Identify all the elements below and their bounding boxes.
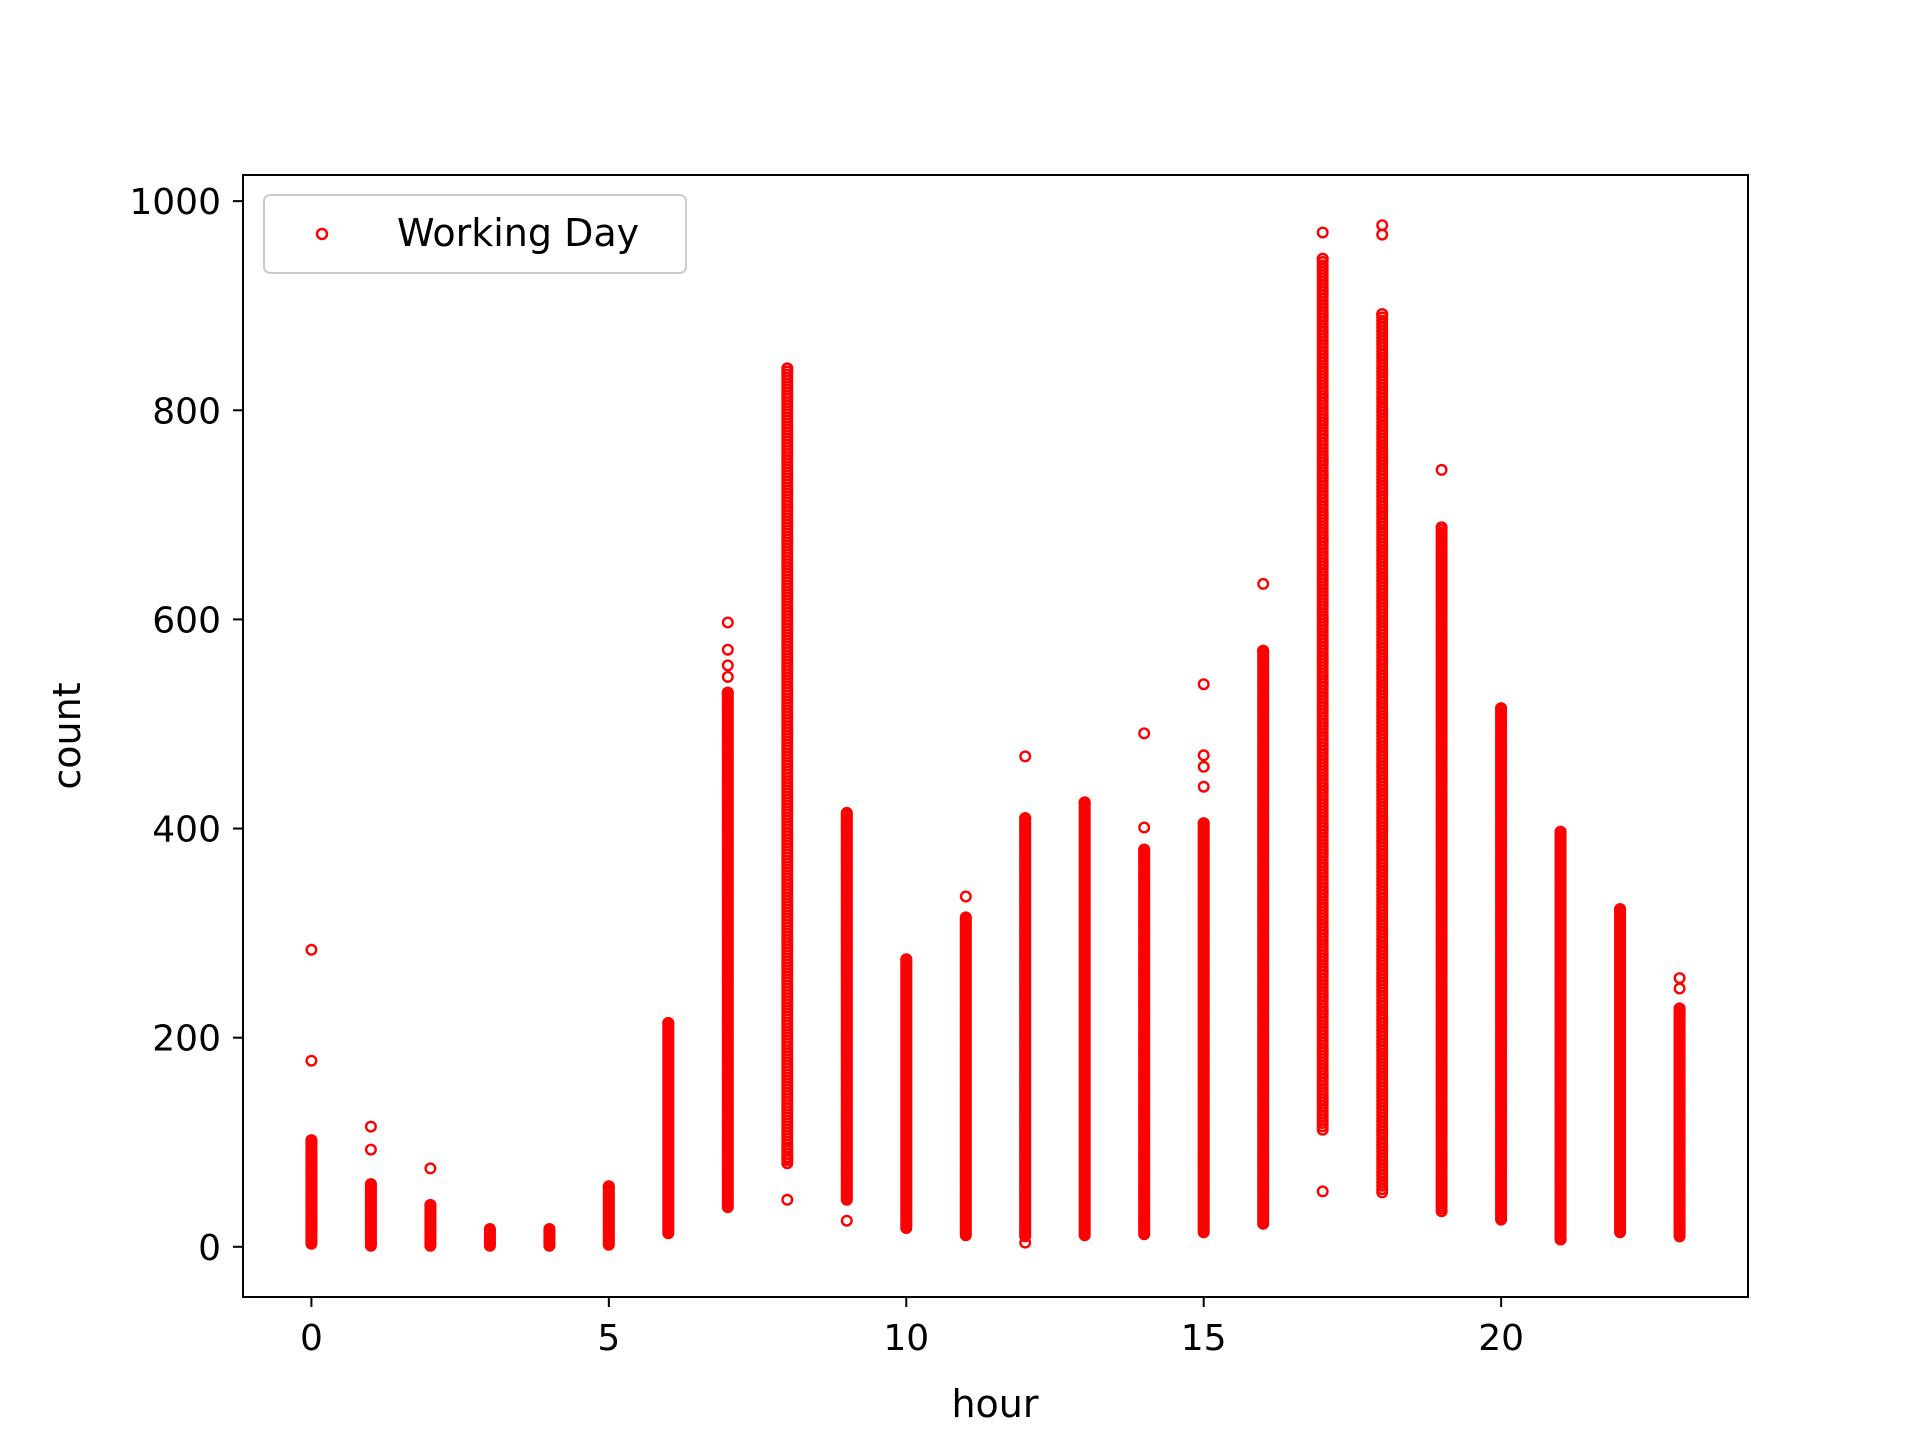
data-point [721, 616, 734, 629]
data-point [1257, 644, 1270, 657]
data-point [305, 943, 318, 956]
legend: Working Day [263, 194, 687, 274]
data-point [1197, 678, 1210, 691]
data-point [364, 1143, 377, 1156]
data-point [305, 1054, 318, 1067]
data-point [1316, 226, 1329, 239]
data-point [1197, 749, 1210, 762]
data-point [1019, 750, 1032, 763]
y-tick-label: 600 [152, 600, 221, 641]
data-point [602, 1180, 615, 1193]
data-point [840, 1214, 853, 1227]
data-point [1376, 308, 1389, 321]
data-point [1138, 843, 1151, 856]
data-point [840, 806, 853, 819]
data-point [662, 1017, 675, 1030]
x-tick-label: 20 [1478, 1318, 1524, 1359]
legend-label: Working Day [397, 211, 639, 255]
data-point [1197, 780, 1210, 793]
x-axis: 0 5 10 15 20 [300, 1297, 1524, 1359]
x-tick-label: 15 [1181, 1318, 1227, 1359]
data-point [721, 686, 734, 699]
y-tick-label: 800 [152, 391, 221, 432]
data-point [1078, 796, 1091, 809]
data-point [1316, 1185, 1329, 1198]
data-point [1376, 228, 1389, 241]
data-point [364, 1120, 377, 1133]
y-axis-label: count [45, 682, 89, 789]
y-tick-label: 1000 [129, 182, 221, 223]
plot-area-frame [242, 174, 1749, 1298]
data-point [364, 1178, 377, 1191]
x-axis-label: hour [951, 1382, 1038, 1426]
data-point [543, 1222, 556, 1235]
data-point [721, 670, 734, 683]
x-tick-label: 0 [300, 1318, 323, 1359]
data-point [1316, 252, 1329, 265]
data-point [959, 911, 972, 924]
data-point [1673, 972, 1686, 985]
data-point [1435, 463, 1448, 476]
data-point [1138, 821, 1151, 834]
x-tick-label: 10 [883, 1318, 929, 1359]
data-point [424, 1162, 437, 1175]
data-point [424, 1198, 437, 1211]
data-point [1257, 577, 1270, 590]
data-point [1673, 982, 1686, 995]
data-point [1376, 219, 1389, 232]
data-point [1138, 727, 1151, 740]
y-tick-label: 0 [198, 1228, 221, 1269]
data-point [1197, 760, 1210, 773]
x-tick-label: 5 [597, 1318, 620, 1359]
y-tick-label: 200 [152, 1019, 221, 1060]
data-point [721, 643, 734, 656]
data-point [781, 362, 794, 375]
data-point [305, 1134, 318, 1147]
y-axis: 0 200 400 600 800 1000 [129, 182, 243, 1269]
data-point [900, 953, 913, 966]
y-tick-label: 400 [152, 810, 221, 851]
data-point [1197, 817, 1210, 830]
data-point [781, 1193, 794, 1206]
data-point [721, 659, 734, 672]
data-point [483, 1222, 496, 1235]
scatter-points [305, 219, 1686, 1252]
data-point [959, 890, 972, 903]
data-point [1019, 812, 1032, 825]
